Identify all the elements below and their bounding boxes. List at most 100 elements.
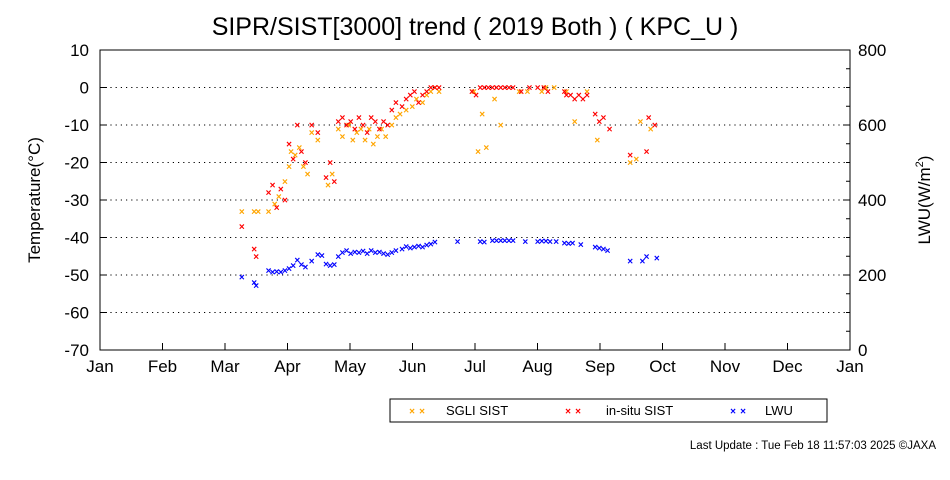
data-point: ×	[286, 162, 292, 173]
data-point: ×	[527, 83, 533, 94]
data-point: ×	[592, 242, 598, 253]
data-point: ×	[403, 106, 409, 117]
data-point: ×	[393, 98, 399, 109]
data-point: ×	[352, 124, 358, 135]
data-point: ×	[397, 109, 403, 120]
legend-marker: ×	[575, 407, 581, 418]
data-point: ×	[323, 259, 329, 270]
data-point: ×	[570, 239, 576, 250]
data-point: ×	[399, 244, 405, 255]
legend-label: SGLI SIST	[446, 403, 508, 418]
x-month-label: Jan	[836, 357, 863, 376]
data-point: ×	[547, 237, 553, 248]
data-point: ×	[251, 207, 257, 218]
legend-marker: ×	[740, 407, 746, 418]
data-point: ×	[424, 91, 430, 102]
data-point: ×	[494, 236, 500, 247]
data-point: ×	[479, 109, 485, 120]
data-point: ×	[358, 124, 364, 135]
data-point: ×	[411, 242, 417, 253]
data-point: ×	[368, 246, 374, 257]
data-point: ×	[309, 256, 315, 267]
data-point: ×	[315, 250, 321, 261]
data-point: ×	[510, 236, 516, 247]
data-point: ×	[564, 87, 570, 98]
y-tick-label: -50	[64, 266, 89, 285]
data-point: ×	[584, 87, 590, 98]
data-point: ×	[290, 154, 296, 165]
data-point: ×	[498, 83, 504, 94]
data-point: ×	[633, 154, 639, 165]
data-point: ×	[498, 121, 504, 132]
data-point: ×	[298, 260, 304, 271]
x-month-label: Jul	[464, 357, 486, 376]
data-point: ×	[409, 102, 415, 113]
data-point: ×	[473, 91, 479, 102]
data-point: ×	[518, 87, 524, 98]
y-tick-label: -20	[64, 154, 89, 173]
data-point: ×	[272, 199, 278, 210]
data-point: ×	[428, 83, 434, 94]
data-point: ×	[535, 83, 541, 94]
data-point: ×	[286, 264, 292, 275]
data-point: ×	[522, 237, 528, 248]
data-point: ×	[266, 188, 272, 199]
data-point: ×	[654, 254, 660, 265]
data-point: ×	[399, 102, 405, 113]
data-point: ×	[566, 239, 572, 250]
data-point: ×	[596, 117, 602, 128]
data-point: ×	[477, 237, 483, 248]
data-point: ×	[385, 121, 391, 132]
y-tick-label: 0	[80, 79, 89, 98]
data-point: ×	[543, 83, 549, 94]
data-point: ×	[290, 261, 296, 272]
data-point: ×	[276, 192, 282, 203]
data-point: ×	[286, 139, 292, 150]
x-month-label: Jun	[399, 357, 426, 376]
data-point: ×	[325, 181, 331, 192]
data-point: ×	[572, 117, 578, 128]
data-point: ×	[282, 196, 288, 207]
data-point: ×	[356, 248, 362, 259]
data-point: ×	[344, 121, 350, 132]
y2-tick-label: 200	[858, 266, 886, 285]
data-point: ×	[348, 249, 354, 260]
data-point: ×	[568, 91, 574, 102]
data-point: ×	[428, 87, 434, 98]
data-point: ×	[416, 98, 422, 109]
data-point: ×	[414, 94, 420, 105]
data-point: ×	[327, 158, 333, 169]
data-point: ×	[274, 267, 280, 278]
data-point: ×	[301, 162, 307, 173]
data-points: × ×× ××××××××××××××××××××××××××××× × ×× ×××××…	[239, 83, 660, 292]
data-point: ×	[420, 98, 426, 109]
data-point: ×	[323, 173, 329, 184]
data-point: ×	[346, 121, 352, 132]
data-point: ×	[506, 83, 512, 94]
data-point: ×	[627, 158, 633, 169]
data-point: ×	[319, 251, 325, 262]
data-point: ×	[377, 124, 383, 135]
data-point: ×	[385, 250, 391, 261]
data-point: ×	[652, 121, 658, 132]
data-point: ×	[315, 136, 321, 147]
data-point: ×	[477, 83, 483, 94]
data-point: ×	[584, 91, 590, 102]
data-point: ×	[637, 117, 643, 128]
data-point: ×	[605, 246, 611, 257]
x-month-label: Nov	[710, 357, 741, 376]
data-point: ×	[601, 244, 607, 255]
data-point: ×	[494, 83, 500, 94]
data-point: ×	[564, 91, 570, 102]
data-point: ×	[251, 244, 257, 255]
data-point: ×	[379, 124, 385, 135]
data-point: ×	[381, 249, 387, 260]
x-month-label: Dec	[772, 357, 803, 376]
y-tick-label: -30	[64, 191, 89, 210]
data-point: ×	[278, 268, 284, 279]
legend-frame	[389, 398, 828, 423]
data-point: ×	[543, 236, 549, 247]
data-point: ×	[424, 87, 430, 98]
data-point: ×	[335, 252, 341, 263]
